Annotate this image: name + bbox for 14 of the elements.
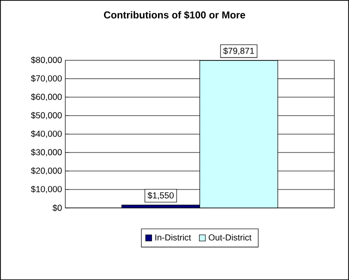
y-tick-label: $50,000 — [30, 112, 62, 120]
y-tick-label: $10,000 — [30, 186, 62, 194]
y-tick-label: $60,000 — [30, 93, 62, 101]
y-tick-label: $40,000 — [30, 130, 62, 138]
legend-label: Out-District — [208, 234, 252, 240]
chart-title: Contributions of $100 or More — [104, 10, 246, 20]
legend-label: In-District — [155, 234, 192, 240]
y-tick-label: $80,000 — [30, 56, 62, 64]
y-tick-label: $20,000 — [30, 167, 62, 175]
y-tick-label: $30,000 — [30, 148, 62, 156]
data-label: $1,550 — [148, 192, 174, 200]
y-tick-label: $70,000 — [30, 74, 62, 82]
data-label: $79,871 — [223, 47, 254, 55]
y-tick-label: $0 — [52, 204, 62, 212]
